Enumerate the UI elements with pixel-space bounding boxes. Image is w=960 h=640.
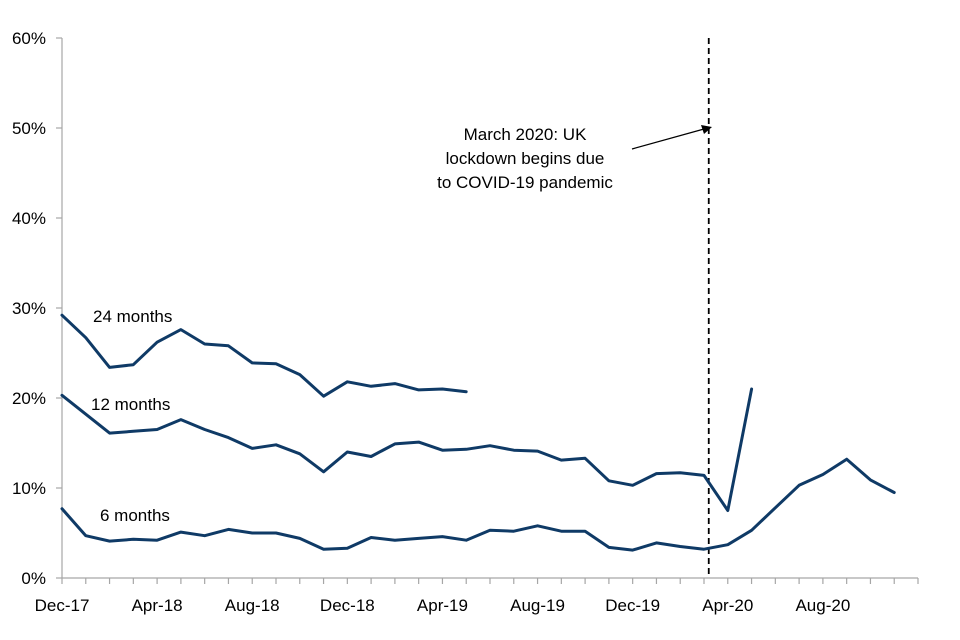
x-tick-label: Aug-20	[795, 596, 850, 615]
annotation-group: March 2020: UK lockdown begins due to COVI…	[437, 125, 712, 192]
annotation-line: lockdown begins due	[446, 149, 605, 168]
series-line-24-months	[60, 313, 468, 398]
series-line-6-months	[60, 457, 896, 552]
y-tick-label: 50%	[12, 119, 46, 138]
x-tick-label: Aug-18	[225, 596, 280, 615]
x-tick-label: Dec-17	[35, 596, 90, 615]
x-tick-label: Aug-19	[510, 596, 565, 615]
y-tick-label: 0%	[21, 569, 46, 588]
y-tick-label: 40%	[12, 209, 46, 228]
x-tick-label: Apr-18	[132, 596, 183, 615]
annotation-arrow-head	[701, 125, 712, 134]
x-tick-label: Dec-19	[605, 596, 660, 615]
series-label-12-months: 12 months	[91, 395, 170, 414]
series-label-6-months: 6 months	[100, 506, 170, 525]
annotation-line: March 2020: UK	[464, 125, 587, 144]
x-tick-label: Dec-18	[320, 596, 375, 615]
series-line-12-months	[60, 387, 754, 512]
y-tick-label: 10%	[12, 479, 46, 498]
annotation-arrow-line	[631, 128, 705, 150]
axes: 0% 10% 20% 30% 40% 50% 60% Dec-17 Apr-18 Aug-18 De…	[12, 29, 919, 615]
y-tick-label: 60%	[12, 29, 46, 48]
annotation-line: to COVID-19 pandemic	[437, 173, 613, 192]
y-tick-label: 30%	[12, 299, 46, 318]
x-tick-label: Apr-20	[702, 596, 753, 615]
y-tick-label: 20%	[12, 389, 46, 408]
series-label-24-months: 24 months	[93, 307, 172, 326]
x-tick-label: Apr-19	[417, 596, 468, 615]
series-lines: 24 months 12 months 6 months	[60, 307, 896, 552]
